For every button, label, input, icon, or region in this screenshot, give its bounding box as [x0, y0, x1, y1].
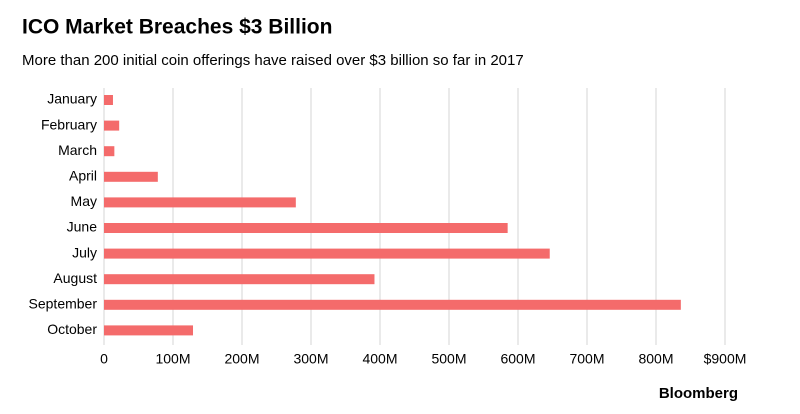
y-tick-label: January — [47, 91, 97, 107]
x-tick-label: 800M — [638, 351, 673, 367]
chart-title: ICO Market Breaches $3 Billion — [22, 16, 332, 39]
x-tick-label: 200M — [224, 351, 259, 367]
y-tick-label: March — [58, 142, 97, 158]
x-tick-label: 500M — [431, 351, 466, 367]
bar — [104, 146, 115, 157]
y-tick-label: September — [29, 296, 98, 312]
y-tick-label: April — [69, 168, 97, 184]
y-tick-label: August — [53, 270, 97, 286]
y-tick-label: May — [71, 193, 97, 209]
bar — [104, 325, 194, 336]
x-tick-label: 100M — [155, 351, 190, 367]
y-tick-label: February — [41, 116, 97, 132]
bar — [104, 95, 113, 105]
bar — [104, 171, 158, 182]
bar — [104, 223, 508, 233]
x-tick-label: 700M — [569, 351, 604, 367]
y-tick-label: July — [72, 244, 97, 260]
x-tick-label: $900M — [704, 351, 747, 367]
y-tick-label: October — [47, 321, 97, 337]
bar — [104, 197, 296, 208]
source: Bloomberg — [659, 385, 738, 402]
bar — [104, 120, 120, 131]
bar — [104, 299, 681, 310]
x-tick-label: 600M — [500, 351, 535, 367]
x-tick-label: 300M — [293, 351, 328, 367]
bar — [104, 274, 375, 285]
chart-subtitle: More than 200 initial coin offerings hav… — [22, 52, 524, 69]
x-tick-label: 0 — [100, 351, 108, 367]
x-tick-label: 400M — [362, 351, 397, 367]
y-tick-label: June — [67, 219, 98, 235]
bar — [104, 248, 550, 259]
